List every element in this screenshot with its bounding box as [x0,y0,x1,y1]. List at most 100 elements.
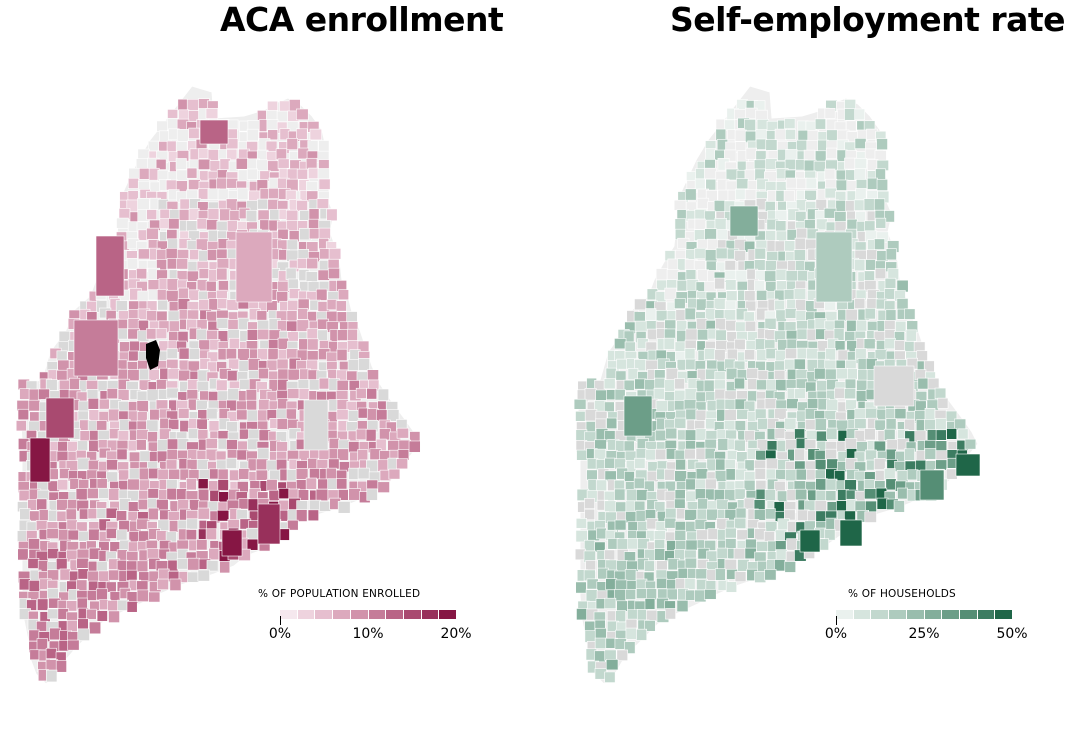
town-region[interactable] [88,621,102,635]
town-region[interactable] [734,488,746,500]
town-region[interactable] [673,199,687,211]
town-region[interactable] [764,569,777,581]
town-region[interactable] [146,209,158,220]
town-region[interactable] [885,418,897,431]
town-region[interactable] [793,249,806,262]
town-region[interactable] [584,387,597,401]
town-region[interactable] [177,98,189,112]
town-region[interactable] [919,469,945,501]
town-region[interactable] [318,448,330,461]
town-region[interactable] [596,527,607,540]
town-region[interactable] [876,138,888,151]
town-region[interactable] [377,481,390,493]
town-region[interactable] [883,468,896,481]
town-region[interactable] [225,348,237,360]
town-region[interactable] [873,198,886,211]
town-region[interactable] [328,437,340,451]
town-region[interactable] [675,458,686,471]
town-region[interactable] [874,419,886,431]
town-region[interactable] [156,120,169,132]
town-region[interactable] [704,540,717,551]
town-region[interactable] [45,647,57,659]
self-employment-choropleth-map[interactable] [538,0,1075,729]
town-region[interactable] [187,557,200,571]
town-region[interactable] [318,227,331,240]
town-region[interactable] [96,588,108,601]
town-region[interactable] [725,290,738,302]
town-region[interactable] [805,177,818,190]
town-region[interactable] [916,350,928,362]
town-region[interactable] [937,397,949,409]
town-region[interactable] [305,157,318,170]
town-region[interactable] [245,209,258,223]
town-region[interactable] [864,148,877,160]
town-region[interactable] [654,377,666,389]
town-region[interactable] [138,168,150,180]
town-region[interactable] [127,501,140,513]
town-region[interactable] [276,458,288,471]
town-region[interactable] [885,248,897,261]
town-region[interactable] [655,400,669,413]
town-region[interactable] [724,269,737,281]
town-region[interactable] [766,440,778,452]
town-region[interactable] [584,630,596,643]
town-region[interactable] [764,317,777,330]
town-region[interactable] [783,190,795,203]
town-region[interactable] [318,140,330,152]
town-region[interactable] [306,257,319,270]
town-region[interactable] [864,220,876,232]
town-region[interactable] [695,568,708,580]
town-region[interactable] [935,459,948,471]
town-region[interactable] [96,610,108,622]
town-region[interactable] [88,528,100,541]
town-region[interactable] [216,509,230,522]
town-region[interactable] [198,299,210,312]
town-region[interactable] [286,138,298,151]
town-region[interactable] [864,511,877,523]
town-region[interactable] [729,205,759,237]
town-region[interactable] [198,339,212,351]
town-region[interactable] [105,527,118,539]
town-region[interactable] [27,558,40,569]
town-region[interactable] [168,418,180,430]
town-region[interactable] [713,297,726,310]
town-region[interactable] [185,529,197,541]
town-region[interactable] [725,581,737,593]
town-region[interactable] [136,518,149,530]
town-region[interactable] [76,579,88,592]
town-region[interactable] [28,399,41,412]
town-region[interactable] [715,318,727,331]
town-region[interactable] [136,429,149,441]
town-region[interactable] [66,600,78,612]
town-region[interactable] [614,579,628,591]
town-region[interactable] [734,571,747,583]
town-region[interactable] [624,471,635,482]
town-region[interactable] [896,469,909,483]
town-region[interactable] [784,561,796,573]
town-region[interactable] [897,487,908,500]
town-region[interactable] [409,431,421,443]
town-region[interactable] [287,519,299,531]
town-region[interactable] [186,167,198,179]
town-region[interactable] [386,409,400,422]
town-region[interactable] [764,201,776,213]
town-region[interactable] [706,508,719,521]
town-region[interactable] [764,270,777,283]
town-region[interactable] [357,467,370,480]
town-region[interactable] [216,267,228,281]
town-region[interactable] [226,177,239,189]
town-region[interactable] [226,138,239,150]
town-region[interactable] [854,298,866,309]
town-region[interactable] [715,458,727,471]
town-region[interactable] [656,577,668,589]
town-region[interactable] [367,369,379,381]
town-region[interactable] [216,258,230,269]
town-region[interactable] [696,318,708,331]
town-region[interactable] [116,328,128,340]
town-region[interactable] [583,539,596,552]
town-region[interactable] [268,489,280,502]
town-region[interactable] [128,468,141,480]
town-region[interactable] [337,289,349,301]
town-region[interactable] [824,187,837,199]
town-region[interactable] [98,398,110,410]
